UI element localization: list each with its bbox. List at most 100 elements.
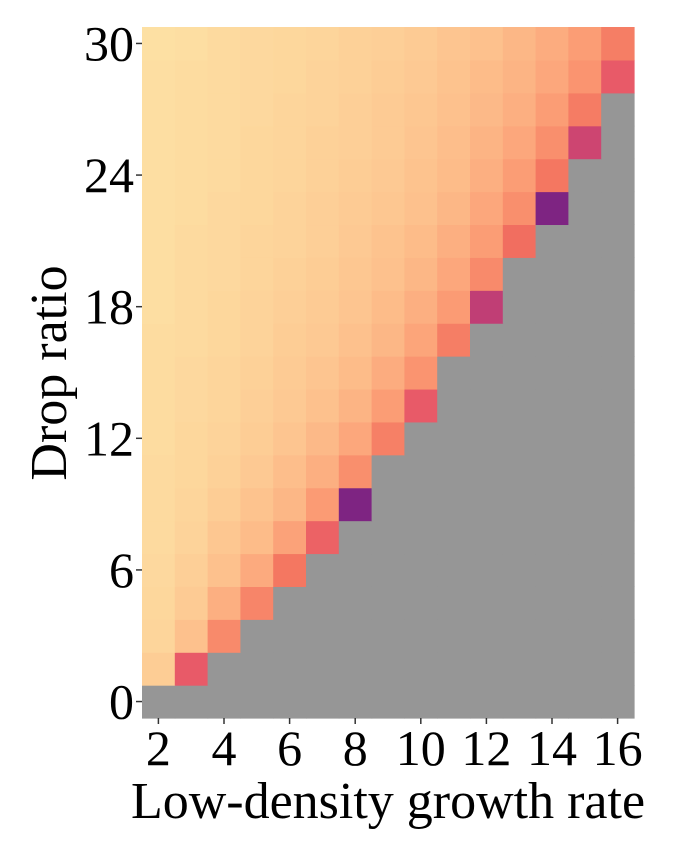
heatmap-cell-na [470, 553, 504, 587]
y-tick-label: 6 [109, 542, 134, 598]
heatmap-cell [174, 27, 209, 61]
heatmap-cell [174, 290, 209, 324]
heatmap-cell [174, 356, 209, 390]
heatmap-cell [240, 27, 274, 61]
heatmap-cell [174, 553, 209, 587]
heatmap-cell [404, 59, 438, 94]
heatmap-cell [437, 92, 471, 127]
heatmap-cell-na [306, 685, 340, 719]
heatmap-cell-na [174, 685, 209, 719]
heatmap-cell [273, 59, 307, 94]
heatmap-cell [535, 191, 569, 226]
heatmap-cell [207, 158, 241, 193]
heatmap-cell-na [502, 388, 537, 423]
heatmap-cell [174, 323, 209, 357]
heatmap-cell-na [437, 454, 471, 489]
heatmap-cell [273, 487, 307, 522]
heatmap-cell-na [568, 388, 602, 423]
heatmap-cell-na [601, 158, 635, 193]
heatmap-cell [207, 586, 241, 620]
heatmap-cell [273, 388, 307, 423]
heatmap-cell-na [535, 454, 569, 489]
heatmap-cell [404, 323, 438, 357]
heatmap-cell-na [470, 586, 504, 620]
heatmap-cell [502, 224, 537, 258]
heatmap-cell [142, 125, 176, 160]
heatmap-cell-na [306, 553, 340, 587]
heatmap-cell [240, 454, 274, 489]
heatmap-cell [338, 224, 373, 258]
heatmap-cell [174, 487, 209, 522]
heatmap-cell [535, 59, 569, 94]
heatmap-cell-na [371, 685, 405, 719]
heatmap-cell [338, 59, 373, 94]
heatmap-cell-na [437, 652, 471, 686]
heatmap-cell [142, 92, 176, 127]
heatmap-cell-na [535, 257, 569, 291]
heatmap-cell-na [568, 323, 602, 357]
heatmap-cell-na [568, 158, 602, 193]
heatmap-cell-na [601, 290, 635, 324]
heatmap-cell [174, 520, 209, 555]
y-tick-label: 0 [109, 674, 134, 730]
heatmap-cell [207, 619, 241, 653]
heatmap-cell [207, 487, 241, 522]
heatmap-cell-na [502, 685, 537, 719]
heatmap-cell [437, 290, 471, 324]
x-tick-label: 10 [396, 720, 446, 776]
heatmap-cell-na [535, 685, 569, 719]
heatmap-cell [371, 388, 405, 423]
heatmap-cells [142, 27, 635, 719]
heatmap-cell-na [601, 520, 635, 555]
heatmap-cell-na [535, 487, 569, 522]
heatmap-cell [371, 27, 405, 61]
heatmap-cell-na [535, 421, 569, 456]
heatmap-cell [338, 323, 373, 357]
heatmap-cell-na [568, 652, 602, 686]
heatmap-cell-na [306, 619, 340, 653]
heatmap-cell [142, 224, 176, 258]
heatmap-cell-na [470, 454, 504, 489]
heatmap-cell [240, 224, 274, 258]
heatmap-cell [273, 520, 307, 555]
heatmap-cell [142, 520, 176, 555]
heatmap-cell-na [568, 421, 602, 456]
heatmap-cell [240, 125, 274, 160]
heatmap-cell-na [437, 685, 471, 719]
heatmap-cell [470, 290, 504, 324]
heatmap-cell-na [470, 421, 504, 456]
heatmap-cell-na [535, 619, 569, 653]
heatmap-cell [142, 323, 176, 357]
heatmap-cell-na [601, 224, 635, 258]
heatmap-cell [207, 191, 241, 226]
heatmap-cell [240, 323, 274, 357]
x-tick-label: 6 [277, 720, 302, 776]
heatmap-cell-na [601, 191, 635, 226]
heatmap-cell [142, 421, 176, 456]
heatmap-cell [142, 388, 176, 423]
heatmap-cell-na [338, 586, 373, 620]
x-tick-label: 8 [343, 720, 368, 776]
heatmap-cell [371, 59, 405, 94]
heatmap-cell [142, 59, 176, 94]
heatmap-cell [502, 191, 537, 226]
heatmap-cell [437, 191, 471, 226]
heatmap-cell-na [273, 586, 307, 620]
heatmap-cell [568, 92, 602, 127]
heatmap-cell-na [502, 619, 537, 653]
heatmap-cell-na [502, 356, 537, 390]
heatmap-cell-na [273, 619, 307, 653]
heatmap-cell-na [404, 685, 438, 719]
heatmap-cell [207, 323, 241, 357]
heatmap-cell [437, 59, 471, 94]
heatmap-cell-na [502, 290, 537, 324]
heatmap-cell-na [568, 487, 602, 522]
heatmap-cell-na [568, 224, 602, 258]
x-tick-label: 4 [212, 720, 237, 776]
heatmap-cell [207, 421, 241, 456]
heatmap-cell-na [371, 454, 405, 489]
heatmap-cell [306, 224, 340, 258]
heatmap-cell [371, 191, 405, 226]
heatmap-cell [437, 27, 471, 61]
